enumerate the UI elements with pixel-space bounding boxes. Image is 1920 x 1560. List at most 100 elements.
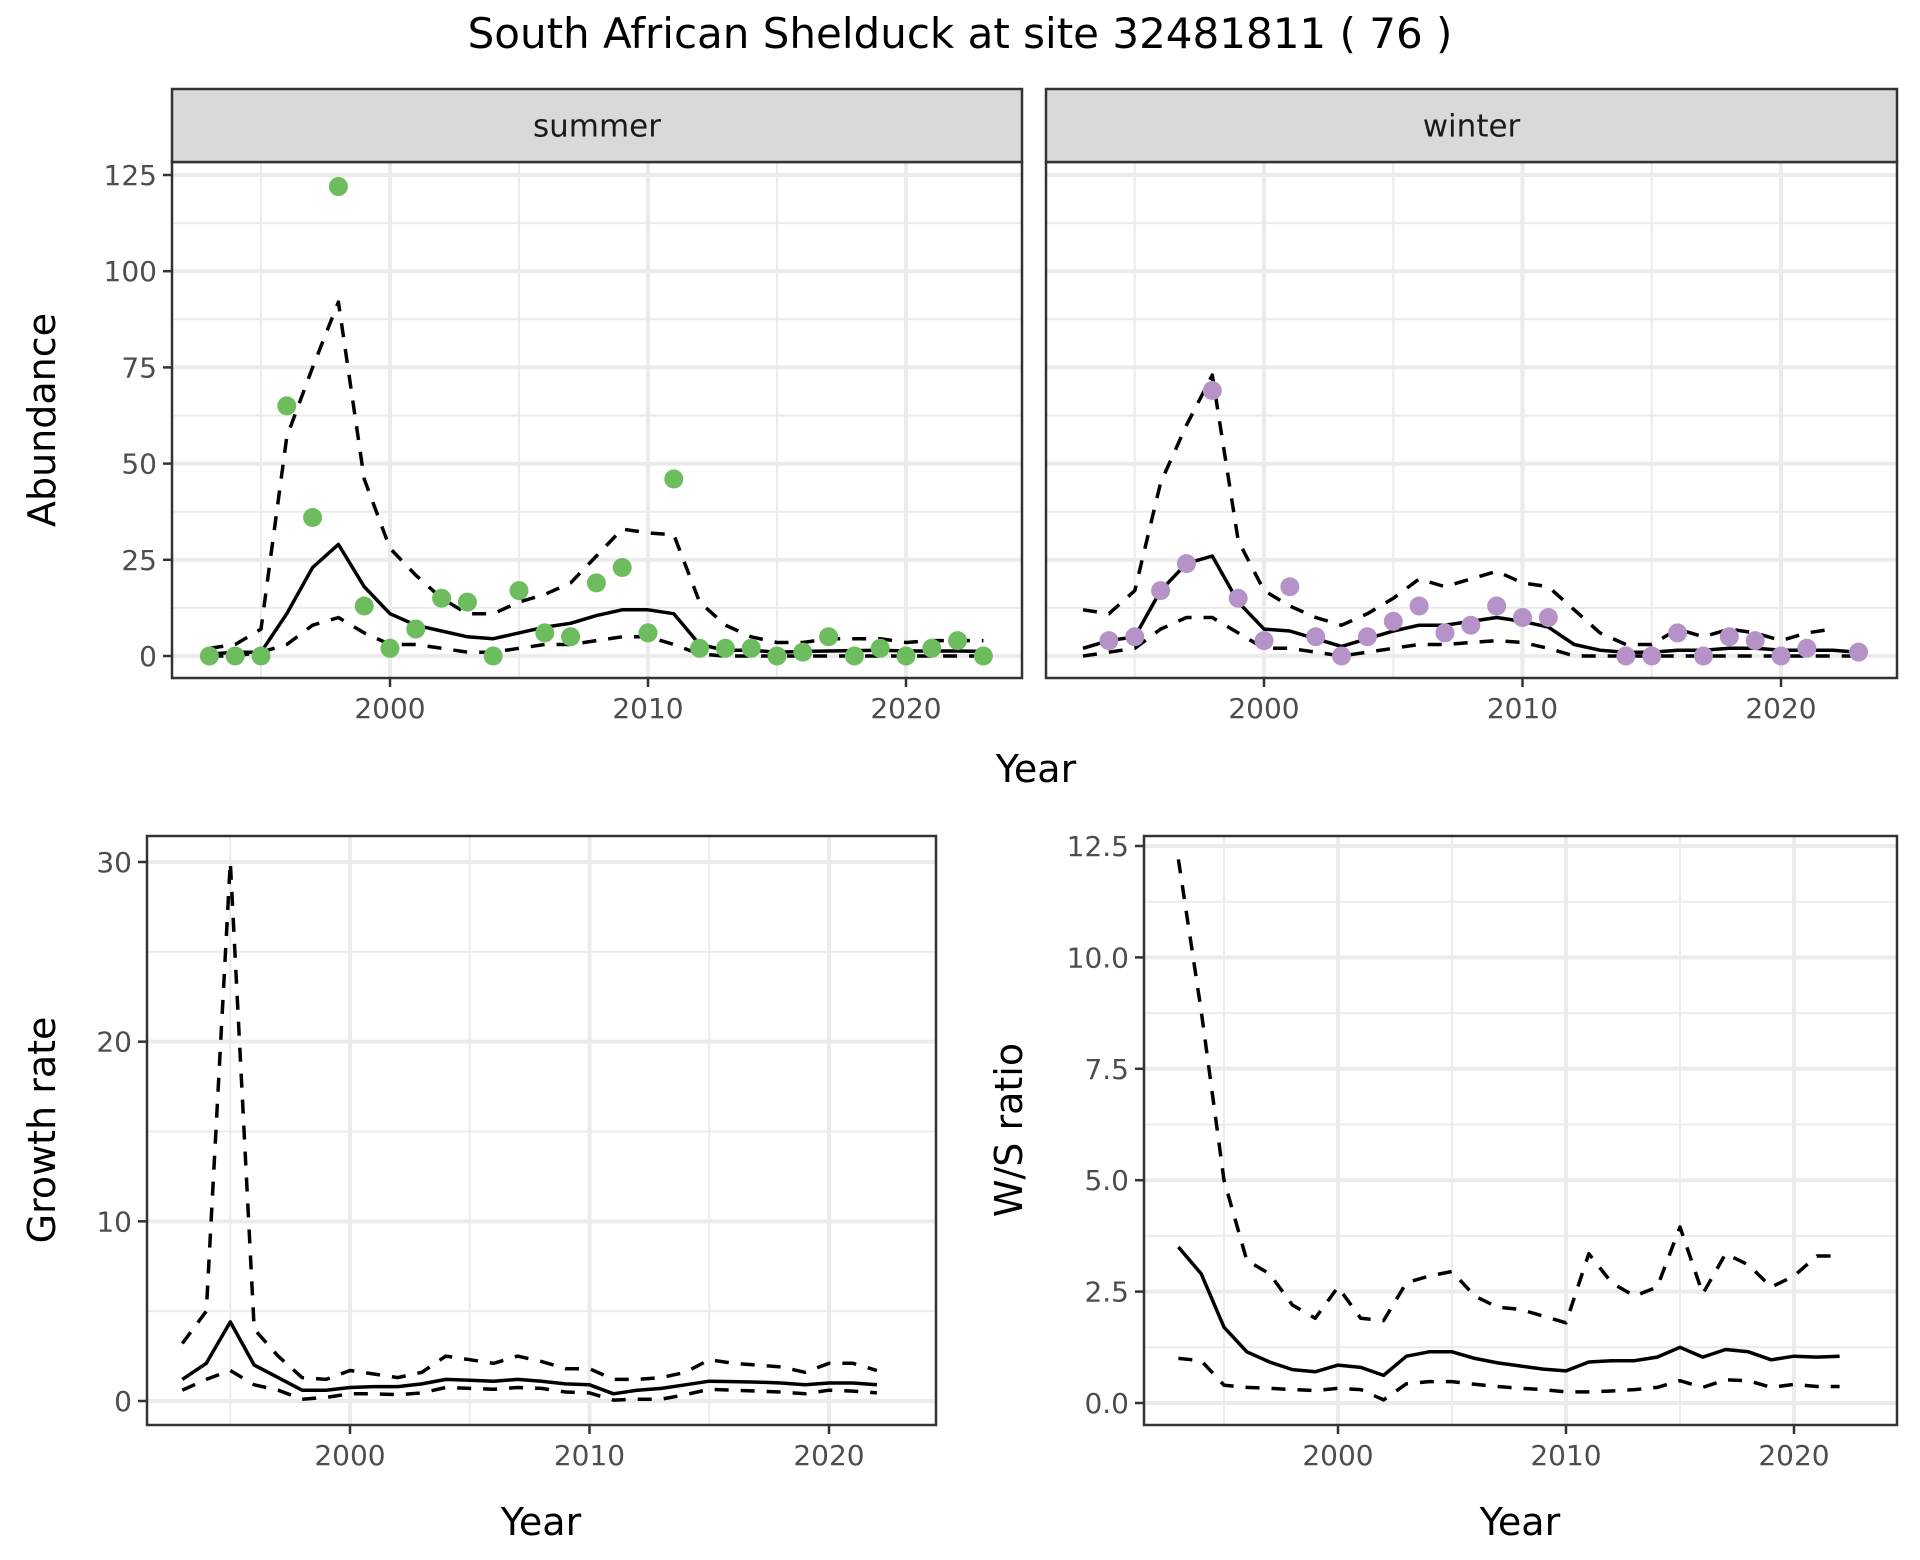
y-axis-title-growth: Growth rate: [20, 1017, 64, 1244]
x-tick-label: 2010: [1487, 692, 1558, 725]
facet-strip: [1044, 87, 1899, 164]
data-point: [1771, 646, 1791, 666]
y-tick-label: 0: [114, 1385, 132, 1418]
data-point: [793, 642, 813, 662]
y-axis-title-ratio: W/S ratio: [987, 1043, 1031, 1217]
data-point: [380, 638, 400, 658]
panel-winter: winter 2000 2010 2020: [1044, 87, 1899, 725]
y-tick-label: 50: [121, 448, 157, 481]
data-point: [1202, 380, 1222, 400]
data-point: [1668, 623, 1688, 643]
x-tick-label: 2010: [1530, 1439, 1601, 1472]
data-point: [1513, 608, 1532, 628]
x-tick-label: 2020: [1745, 692, 1816, 725]
data-point: [767, 646, 787, 666]
data-point: [1176, 554, 1196, 574]
x-axis-title-ratio: Year: [1479, 1500, 1561, 1544]
facet-strip-label: summer: [533, 109, 661, 145]
y-tick-label: 0.0: [1084, 1387, 1129, 1420]
x-axis-title-growth: Year: [500, 1500, 582, 1544]
data-point: [741, 638, 761, 658]
series-line-lower: [209, 615, 984, 658]
x-tick-label: 2000: [314, 1439, 385, 1472]
data-point: [457, 592, 477, 612]
data-point: [509, 581, 529, 601]
data-point: [690, 638, 710, 658]
data-point: [844, 646, 864, 666]
data-point: [225, 646, 245, 666]
data-point: [1797, 638, 1817, 658]
data-point: [1306, 627, 1326, 647]
data-point: [948, 631, 968, 651]
data-point: [354, 596, 374, 616]
x-tick-label: 2020: [793, 1439, 864, 1472]
data-point: [1409, 596, 1429, 616]
y-tick-label: 10: [96, 1205, 132, 1238]
data-point: [896, 646, 916, 666]
data-point: [586, 573, 606, 593]
x-axis-title-top: Year: [995, 747, 1077, 791]
x-tick-label: 2000: [1302, 1439, 1373, 1472]
data-point: [277, 396, 297, 416]
series-line-upper: [1082, 373, 1833, 647]
data-point: [1538, 608, 1558, 628]
series-line-upper: [180, 860, 878, 1382]
x-tick-label: 2020: [870, 692, 941, 725]
data-point: [561, 627, 581, 647]
data-point: [303, 507, 323, 527]
panel-border: [1142, 834, 1899, 1427]
series-line-upper: [209, 300, 984, 651]
data-point: [973, 646, 993, 666]
panel-ratio: 2000 2010 2020 0.0 2.5 5.0 7.5 10.0 12.5: [1067, 830, 1899, 1472]
data-point: [1693, 646, 1713, 666]
data-point: [1435, 623, 1455, 643]
panel-border: [145, 834, 938, 1427]
series-line-lower: [1178, 1356, 1840, 1402]
data-point: [1849, 642, 1869, 662]
facet-strip: [170, 87, 1024, 164]
series-line-lower: [1082, 615, 1859, 658]
data-point: [1383, 611, 1403, 631]
y-tick-label: 100: [104, 255, 157, 288]
series-line-mean: [181, 1320, 878, 1396]
y-axis-title-abundance: Abundance: [20, 313, 64, 527]
x-tick-label: 2000: [354, 692, 425, 725]
y-tick-label: 75: [121, 351, 157, 384]
chart-title: South African Shelduck at site 32481811 …: [468, 9, 1453, 58]
data-point: [328, 177, 348, 197]
data-point: [199, 646, 219, 666]
data-point: [1280, 577, 1300, 597]
panel-summer: summer 2000 2010 2020 0 25 50 75 100 125: [104, 87, 1024, 725]
data-point: [1151, 581, 1171, 601]
series-line-mean: [1177, 1245, 1840, 1378]
data-point: [1228, 588, 1248, 608]
y-tick-label: 30: [96, 846, 132, 879]
y-tick-label: 0: [139, 640, 157, 673]
data-point: [1616, 646, 1636, 666]
data-point: [1357, 627, 1377, 647]
data-point: [535, 623, 555, 643]
data-point: [1745, 631, 1765, 651]
data-point: [715, 638, 735, 658]
plot-background: [172, 162, 1022, 678]
data-point: [612, 557, 632, 577]
series-line-upper: [1176, 859, 1840, 1325]
data-point: [870, 638, 890, 658]
data-point: [1487, 596, 1507, 616]
x-tick-label: 2010: [554, 1439, 625, 1472]
y-tick-label: 7.5: [1084, 1053, 1129, 1086]
panel-growth: 2000 2010 2020 0 10 20 30: [96, 834, 938, 1472]
data-point: [432, 588, 452, 608]
data-point: [1461, 615, 1481, 635]
y-tick-label: 125: [104, 159, 157, 192]
y-tick-label: 5.0: [1084, 1164, 1129, 1197]
data-point: [1642, 646, 1662, 666]
data-point: [1099, 631, 1119, 651]
facet-strip-label: winter: [1423, 109, 1521, 145]
data-point: [664, 469, 684, 489]
y-tick-label: 20: [96, 1026, 132, 1059]
data-point: [483, 646, 503, 666]
plot-background: [1046, 162, 1897, 678]
data-point: [819, 627, 839, 647]
